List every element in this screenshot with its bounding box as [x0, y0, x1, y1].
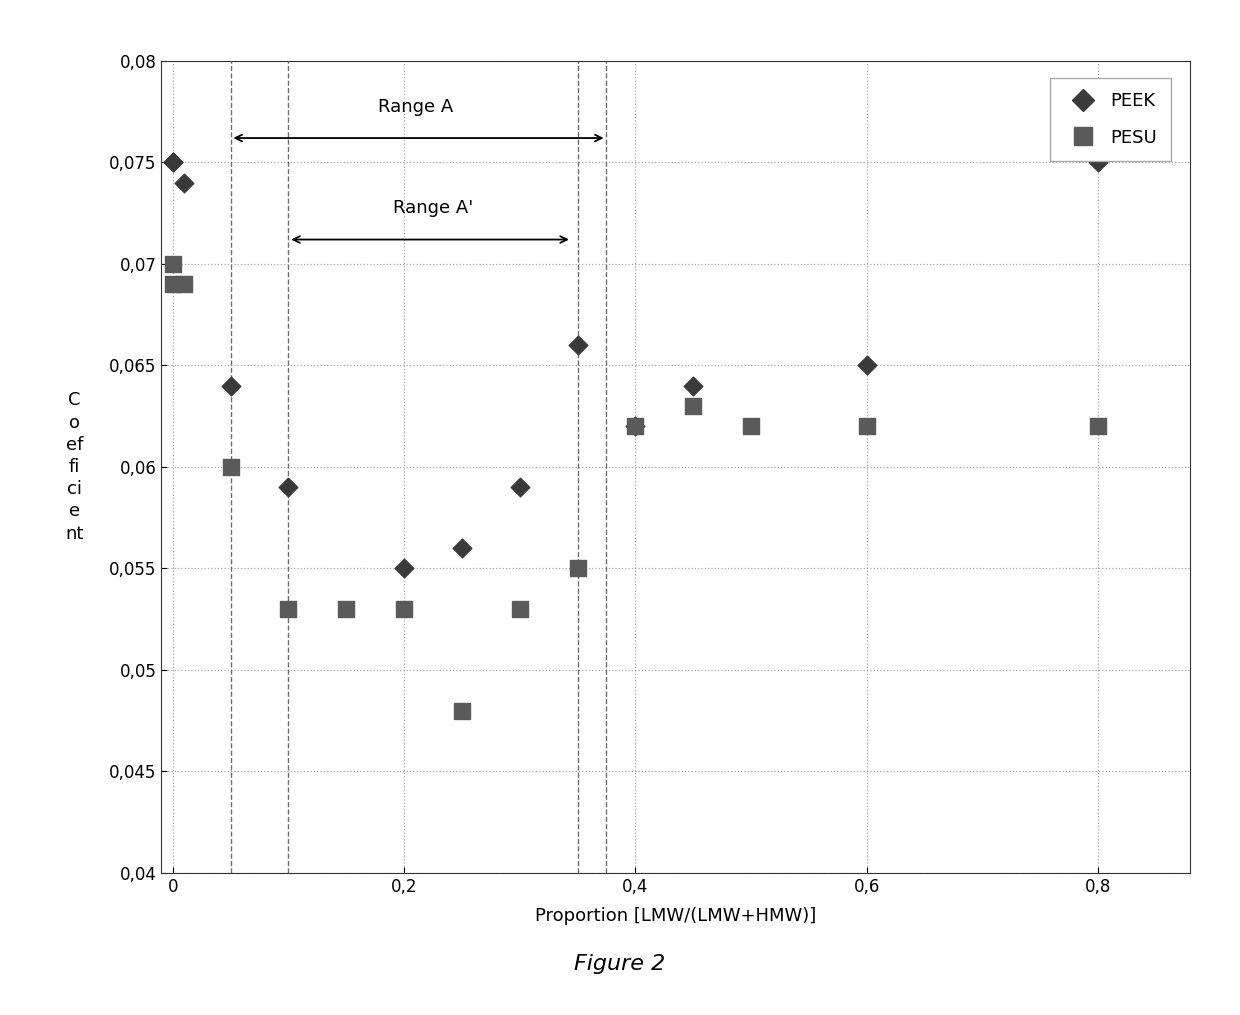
Point — [394, 601, 414, 617]
Point — [221, 378, 241, 394]
Point — [162, 256, 182, 272]
Text: Range A': Range A' — [393, 199, 474, 217]
Point — [451, 702, 471, 719]
Point — [162, 154, 182, 171]
Point — [175, 276, 195, 292]
Text: Figure 2: Figure 2 — [574, 954, 666, 974]
X-axis label: Proportion [LMW/(LMW+HMW)]: Proportion [LMW/(LMW+HMW)] — [536, 906, 816, 925]
Point — [568, 337, 588, 353]
Point — [394, 560, 414, 577]
Point — [683, 378, 703, 394]
Point — [279, 479, 299, 495]
Y-axis label: C
o
ef
fi
ci
e
nt: C o ef fi ci e nt — [64, 392, 83, 542]
Point — [162, 154, 182, 171]
Point — [1087, 154, 1107, 171]
Point — [221, 459, 241, 475]
Point — [1087, 418, 1107, 434]
Legend: PEEK, PESU: PEEK, PESU — [1050, 78, 1171, 161]
Point — [857, 418, 877, 434]
Point — [568, 560, 588, 577]
Point — [857, 357, 877, 374]
Point — [162, 276, 182, 292]
Point — [625, 418, 645, 434]
Text: Range A: Range A — [378, 97, 454, 116]
Point — [742, 418, 761, 434]
Point — [625, 418, 645, 434]
Point — [175, 175, 195, 191]
Point — [683, 398, 703, 414]
Point — [336, 601, 356, 617]
Point — [279, 601, 299, 617]
Point — [510, 479, 529, 495]
Point — [510, 601, 529, 617]
Point — [451, 540, 471, 556]
